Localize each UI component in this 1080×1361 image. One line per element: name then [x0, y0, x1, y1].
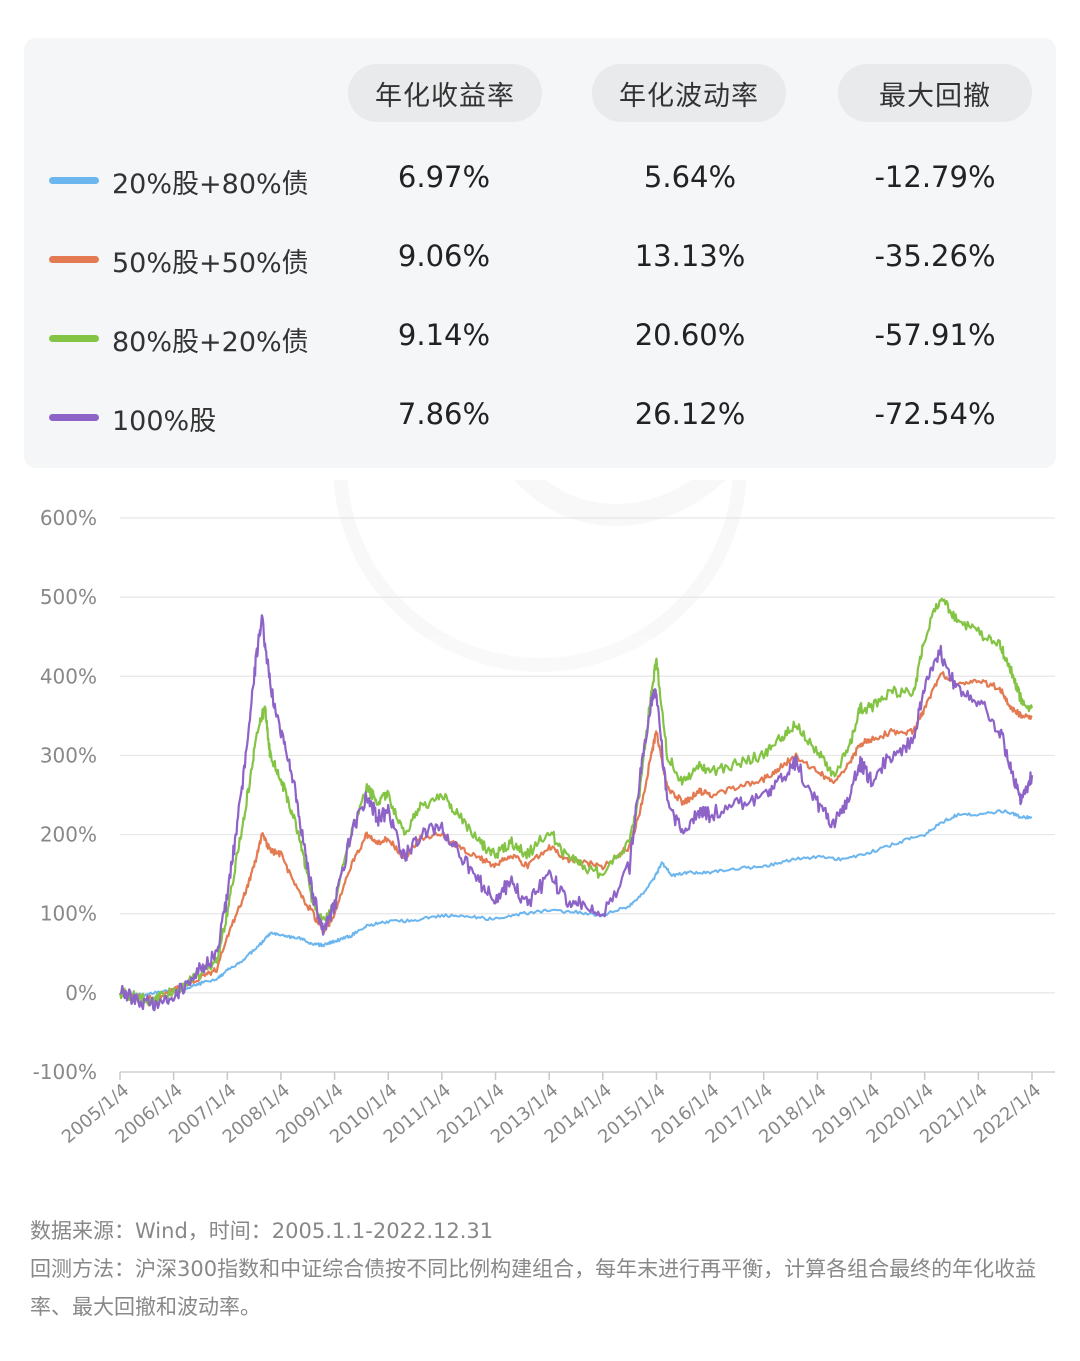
annual-volatility-value: 26.12%	[634, 397, 746, 431]
legend-swatch	[49, 414, 99, 421]
table-row: 20%股+80%债 6.97% 5.64% -12.79%	[24, 150, 1056, 210]
max-drawdown-value: -57.91%	[874, 318, 996, 352]
stats-table: 年化收益率 年化波动率 最大回撤 20%股+80%债 6.97% 5.64% -…	[24, 38, 1056, 468]
header-max-drawdown: 最大回撤	[838, 64, 1032, 122]
data-source-note: 数据来源：Wind，时间：2005.1.1-2022.12.31	[30, 1219, 494, 1243]
y-tick-label: 200%	[40, 823, 97, 847]
table-row: 80%股+20%债 9.14% 20.60% -57.91%	[24, 308, 1056, 368]
footnotes: 数据来源：Wind，时间：2005.1.1-2022.12.31 回测方法：沪深…	[30, 1212, 1060, 1326]
row-label: 50%股+50%债	[112, 248, 309, 279]
header-annual-return: 年化收益率	[348, 64, 542, 122]
row-label: 20%股+80%债	[112, 169, 309, 200]
watermark-logo	[333, 480, 747, 672]
series-line	[119, 614, 1034, 1012]
row-label: 80%股+20%债	[112, 327, 309, 358]
y-tick-label: 600%	[40, 506, 97, 530]
y-tick-label: 100%	[40, 902, 97, 926]
table-row: 100%股 7.86% 26.12% -72.54%	[24, 387, 1056, 447]
table-row: 50%股+50%债 9.06% 13.13% -35.26%	[24, 229, 1056, 289]
method-note: 回测方法：沪深300指数和中证综合债按不同比例构建组合，每年末进行再平衡，计算各…	[30, 1257, 1037, 1319]
annual-return-value: 6.97%	[397, 160, 491, 194]
max-drawdown-value: -12.79%	[874, 160, 996, 194]
series-line	[118, 671, 1033, 1003]
y-tick-label: 500%	[40, 585, 97, 609]
max-drawdown-value: -35.26%	[874, 239, 996, 273]
annual-volatility-value: 20.60%	[634, 318, 746, 352]
annual-volatility-value: 5.64%	[643, 160, 737, 194]
header-annual-volatility: 年化波动率	[592, 64, 786, 122]
series-line	[118, 597, 1034, 1007]
y-tick-label: 400%	[40, 664, 97, 688]
y-tick-label: -100%	[33, 1060, 97, 1084]
annual-return-value: 9.14%	[397, 318, 491, 352]
legend-swatch	[49, 256, 99, 263]
legend-swatch	[49, 177, 99, 184]
legend-swatch	[49, 335, 99, 342]
series-line	[119, 809, 1033, 998]
y-tick-label: 300%	[40, 743, 97, 767]
line-chart: 600%500%400%300%200%100%0%-100% 2005/1/4…	[33, 480, 1055, 1148]
row-label: 100%股	[112, 406, 217, 437]
annual-return-value: 7.86%	[397, 397, 491, 431]
annual-volatility-value: 13.13%	[634, 239, 746, 273]
y-tick-label: 0%	[65, 981, 97, 1005]
max-drawdown-value: -72.54%	[874, 397, 996, 431]
annual-return-value: 9.06%	[397, 239, 491, 273]
